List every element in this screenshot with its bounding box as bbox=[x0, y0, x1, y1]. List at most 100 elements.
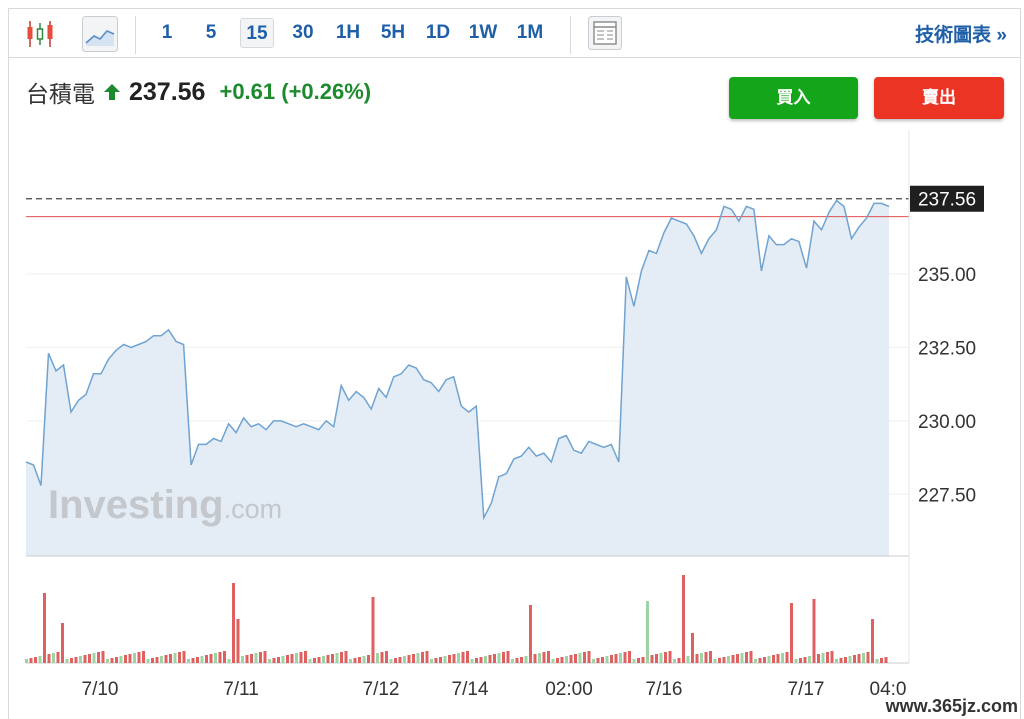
volume-bar bbox=[178, 652, 181, 663]
timeframe-5h[interactable]: 5H bbox=[380, 22, 406, 43]
volume-bar bbox=[731, 655, 735, 663]
timeframe-1h[interactable]: 1H bbox=[335, 22, 361, 43]
volume-bar bbox=[88, 654, 91, 663]
volume-bar bbox=[767, 656, 771, 663]
volume-bar bbox=[277, 657, 280, 663]
volume-bar bbox=[160, 656, 163, 663]
volume-bar bbox=[119, 656, 123, 663]
volume-bar bbox=[142, 651, 145, 663]
volume-bar bbox=[439, 657, 442, 663]
volume-bar bbox=[745, 652, 748, 663]
volume-bar bbox=[830, 651, 834, 663]
volume-bar bbox=[772, 655, 775, 663]
volume-bar bbox=[623, 652, 627, 663]
volume-bar bbox=[403, 656, 406, 663]
volume-bar bbox=[43, 593, 46, 663]
volume-bar bbox=[542, 652, 546, 663]
x-tick-label: 7/11 bbox=[223, 679, 259, 700]
volume-bar bbox=[704, 652, 708, 663]
volume-bar bbox=[803, 657, 807, 663]
volume-bar bbox=[857, 654, 861, 663]
volume-bar bbox=[682, 575, 685, 663]
volume-bar bbox=[502, 652, 505, 663]
volume-bar bbox=[497, 653, 501, 663]
volume-bar bbox=[695, 654, 699, 663]
timeframe-5[interactable]: 5 bbox=[205, 22, 217, 43]
timeframe-1m[interactable]: 1M bbox=[516, 22, 544, 43]
volume-bar bbox=[709, 651, 712, 663]
volume-bar bbox=[506, 651, 510, 663]
volume-bar bbox=[749, 651, 753, 663]
volume-bar bbox=[254, 653, 258, 663]
volume-bar bbox=[511, 659, 514, 663]
volume-bar bbox=[281, 656, 285, 663]
volume-bar bbox=[344, 651, 348, 663]
volume-bar bbox=[434, 658, 438, 663]
volume-bar bbox=[335, 653, 339, 663]
volume-bar bbox=[187, 659, 190, 663]
x-tick-label: 7/16 bbox=[646, 679, 683, 700]
price-change: +0.61 (+0.26%) bbox=[219, 79, 372, 104]
timeframe-15[interactable]: 15 bbox=[240, 18, 274, 48]
volume-bar bbox=[205, 655, 208, 663]
volume-bar bbox=[412, 654, 415, 663]
volume-bar bbox=[137, 652, 141, 663]
volume-bar bbox=[268, 659, 271, 663]
volume-bar bbox=[628, 651, 631, 663]
buy-button[interactable]: 買入 bbox=[729, 77, 858, 119]
volume-bar bbox=[358, 657, 361, 663]
volume-bar bbox=[452, 654, 456, 663]
volume-bar bbox=[380, 652, 384, 663]
volume-bar bbox=[241, 656, 244, 663]
layout-icon[interactable] bbox=[588, 16, 622, 55]
volume-bar bbox=[367, 655, 370, 663]
sell-button[interactable]: 賣出 bbox=[874, 77, 1004, 119]
timeframe-1[interactable]: 1 bbox=[161, 22, 173, 43]
volume-bar bbox=[641, 657, 645, 663]
volume-bar bbox=[173, 653, 177, 663]
volume-bar bbox=[470, 659, 474, 663]
volume-bar bbox=[538, 653, 541, 663]
volume-bar bbox=[70, 658, 73, 663]
price-line bbox=[25, 199, 890, 521]
investing-logo: Investing.com bbox=[48, 483, 283, 527]
volume-bar bbox=[79, 656, 82, 663]
quote-header: 台積電 237.56 +0.61 (+0.26%) bbox=[26, 76, 371, 108]
area-chart-icon[interactable] bbox=[82, 16, 118, 57]
volume-bar bbox=[515, 658, 519, 663]
volume-bar bbox=[308, 659, 312, 663]
volume-bar bbox=[817, 654, 820, 663]
volume-bar bbox=[556, 658, 559, 663]
volume-bar bbox=[196, 657, 199, 663]
volume-bar bbox=[722, 657, 726, 663]
up-arrow-icon bbox=[104, 84, 120, 100]
volume-bar bbox=[524, 656, 528, 663]
volume-bar bbox=[313, 658, 316, 663]
timeframe-1d[interactable]: 1D bbox=[425, 22, 451, 43]
x-tick-label: 7/10 bbox=[82, 679, 119, 700]
volume-bar bbox=[394, 658, 397, 663]
toolbar-separator bbox=[135, 16, 136, 54]
chart-widget-frame bbox=[8, 8, 1021, 719]
y-tick-label: 232.50 bbox=[918, 338, 976, 359]
volume-bar bbox=[677, 658, 681, 663]
volume-bar bbox=[421, 652, 424, 663]
x-tick-label: 02:00 bbox=[545, 679, 593, 700]
volume-bar bbox=[574, 654, 577, 663]
technical-chart-link[interactable]: 技術圖表 » bbox=[915, 25, 1007, 46]
candlestick-icon[interactable] bbox=[26, 19, 54, 54]
x-tick-label: 7/14 bbox=[452, 679, 489, 700]
volume-bar bbox=[398, 657, 402, 663]
toolbar-separator bbox=[570, 16, 571, 54]
volume-bar bbox=[259, 652, 262, 663]
volume-bar bbox=[596, 658, 600, 663]
volume-bar bbox=[299, 652, 303, 663]
volume-bar bbox=[182, 651, 186, 663]
volume-bar bbox=[619, 653, 622, 663]
volume-bar bbox=[826, 652, 829, 663]
volume-bar bbox=[808, 656, 811, 663]
volume-bar bbox=[353, 658, 357, 663]
timeframe-1w[interactable]: 1W bbox=[468, 22, 498, 43]
timeframe-30[interactable]: 30 bbox=[292, 22, 314, 43]
